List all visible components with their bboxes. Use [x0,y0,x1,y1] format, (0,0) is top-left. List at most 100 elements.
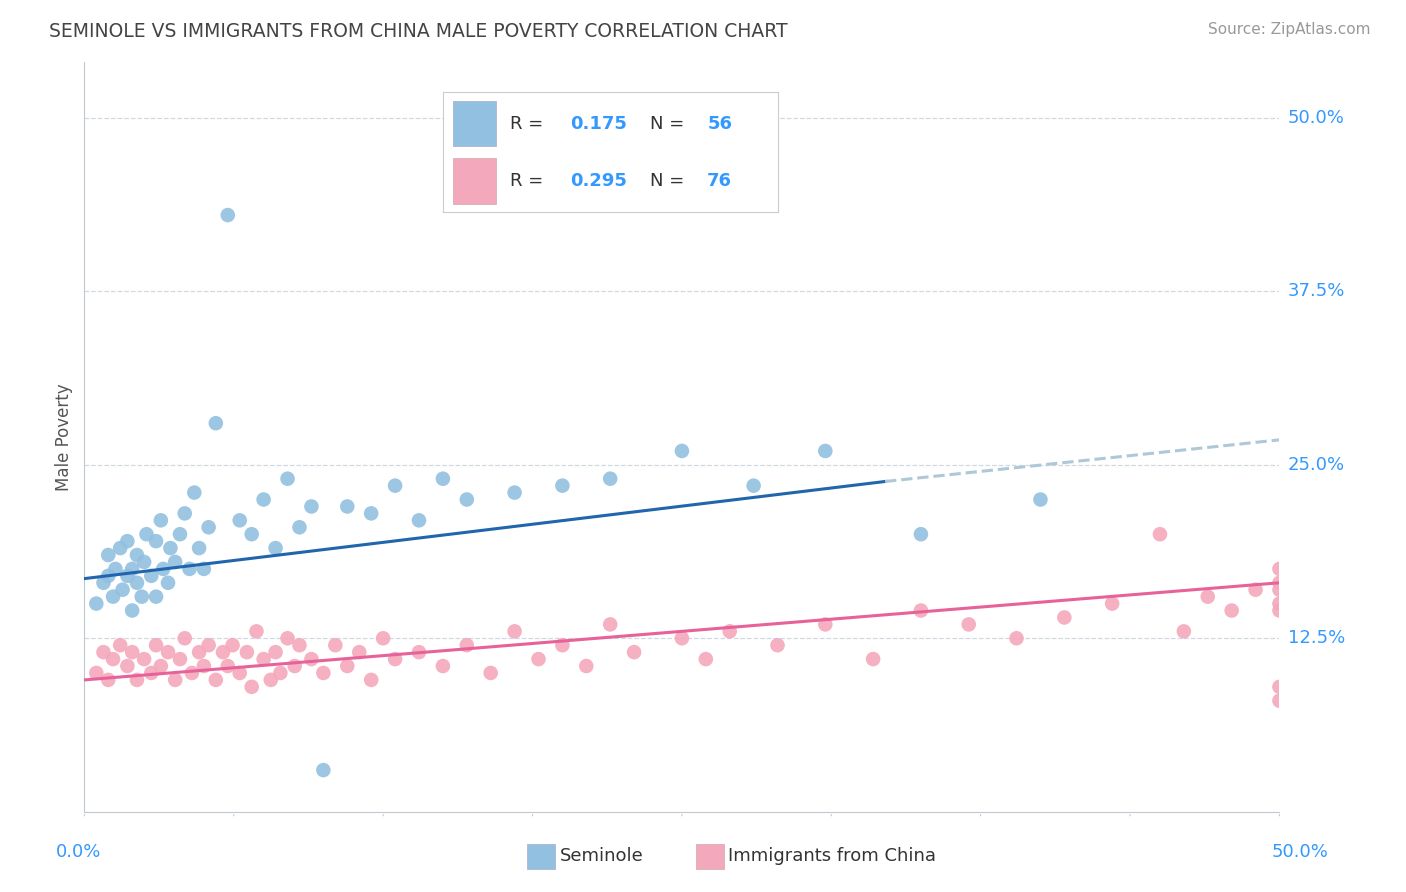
Point [97,548,120,562]
Point [152,562,174,576]
Text: 37.5%: 37.5% [1288,283,1346,301]
Point [125,575,148,590]
Point [384,652,406,666]
Y-axis label: Male Poverty: Male Poverty [55,384,73,491]
Point [718,624,741,639]
Point [236,645,259,659]
Point [260,673,283,687]
Point [575,659,598,673]
Point [1268,603,1291,617]
Point [957,617,980,632]
Point [110,638,132,652]
Point [197,638,219,652]
Point [288,520,311,534]
Point [1005,632,1028,646]
Point [245,624,267,639]
Point [145,638,167,652]
Point [217,659,239,673]
Point [183,485,205,500]
Text: 25.0%: 25.0% [1288,456,1346,474]
Point [671,632,693,646]
Point [97,569,120,583]
Point [110,541,132,555]
Point [360,507,382,521]
Point [149,659,172,673]
Point [86,665,108,680]
Point [336,659,359,673]
Point [264,645,287,659]
Point [193,659,215,673]
Point [165,673,187,687]
Point [240,680,263,694]
Point [910,603,932,617]
Point [1173,624,1195,639]
Point [193,562,215,576]
Point [159,541,181,555]
Point [862,652,884,666]
Point [432,659,454,673]
Point [93,575,115,590]
Point [766,638,789,652]
Point [197,520,219,534]
Point [695,652,717,666]
Point [1244,582,1267,597]
Point [1268,562,1291,576]
Point [229,513,252,527]
Point [1053,610,1076,624]
Point [141,569,163,583]
Point [217,208,239,222]
Point [1029,492,1052,507]
Point [173,632,195,646]
Point [277,632,299,646]
Point [301,500,323,514]
Point [229,665,252,680]
Text: Source: ZipAtlas.com: Source: ZipAtlas.com [1208,22,1371,37]
Point [131,590,153,604]
Point [1149,527,1171,541]
Point [121,645,143,659]
Point [179,562,201,576]
Point [408,645,430,659]
Point [117,569,139,583]
Point [503,624,526,639]
Point [93,645,115,659]
Point [121,603,143,617]
Point [165,555,187,569]
Point [551,638,574,652]
Point [432,472,454,486]
Point [312,763,335,777]
Point [456,638,478,652]
Text: Immigrants from China: Immigrants from China [728,847,936,865]
Point [1220,603,1243,617]
Point [97,673,120,687]
Point [240,527,263,541]
Point [101,652,124,666]
Point [284,659,307,673]
Point [205,416,228,430]
Point [336,500,359,514]
Point [599,617,621,632]
Point [1268,597,1291,611]
Point [125,673,148,687]
Point [157,645,180,659]
Text: Seminole: Seminole [560,847,644,865]
Point [312,665,335,680]
Point [212,645,235,659]
Text: 50.0%: 50.0% [1288,109,1344,127]
Point [814,617,837,632]
Point [86,597,108,611]
Point [1268,582,1291,597]
Point [264,541,287,555]
Point [188,541,211,555]
Point [169,527,191,541]
Point [277,472,299,486]
Point [169,652,191,666]
Point [149,513,172,527]
Text: 0.0%: 0.0% [56,843,101,861]
Point [145,590,167,604]
Point [269,665,291,680]
Point [173,507,195,521]
Point [132,555,156,569]
Point [1197,590,1219,604]
Point [288,638,311,652]
